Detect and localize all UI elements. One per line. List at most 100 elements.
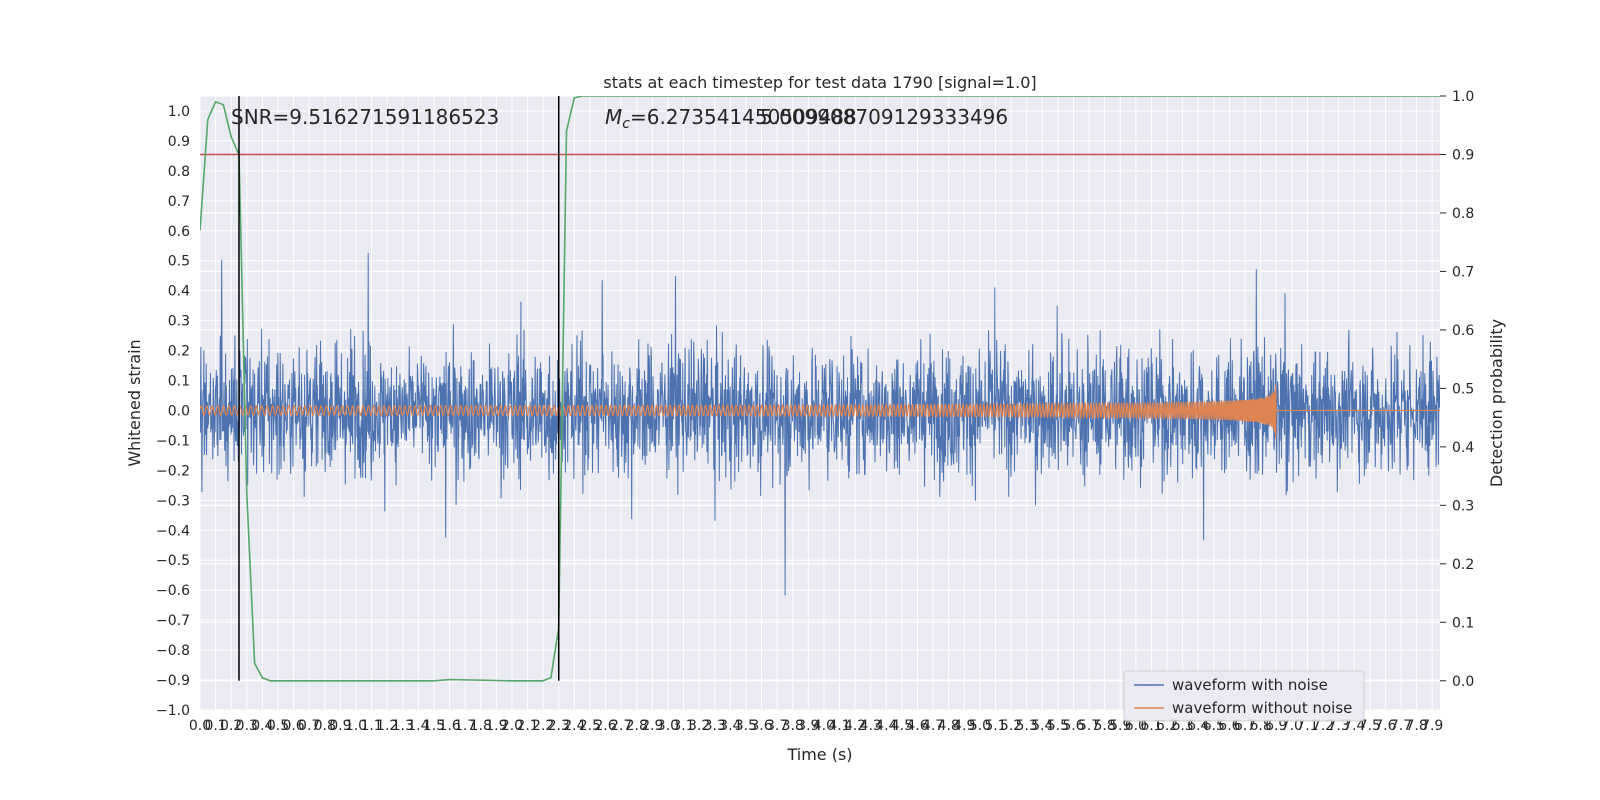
x-tick-label: 1.2 [376,718,398,734]
x-tick-label: 5.5 [1047,718,1069,734]
x-tick-label: 5.6 [1062,718,1084,734]
x-tick-label: 2.7 [610,718,632,734]
x-tick-label: 4.6 [906,718,928,734]
y2-tick-label: 0.2 [1452,557,1474,573]
x-tick-label: 5.9 [1109,718,1131,734]
x-tick-label: 7.0 [1281,718,1303,734]
x-axis-label: Time (s) [786,745,852,764]
x-tick-label: 2.0 [501,718,523,734]
x-tick-label: 0.6 [282,718,304,734]
x-tick-label: 0.9 [329,718,351,734]
x-tick-label: 4.0 [813,718,835,734]
y-tick-label: 0.4 [168,284,190,300]
y-tick-label: −0.5 [156,553,190,569]
x-tick-label: 6.4 [1187,718,1209,734]
x-tick-label: 4.7 [922,718,944,734]
x-tick-label: 7.7 [1390,718,1412,734]
x-tick-label: 0.4 [251,718,273,734]
y-axis-label: Whitened strain [125,339,144,466]
x-tick-label: 2.1 [516,718,538,734]
x-tick-label: 6.3 [1172,718,1194,734]
x-tick-label: 1.7 [454,718,476,734]
x-tick-label: 6.8 [1249,718,1271,734]
x-tick-label: 2.5 [579,718,601,734]
x-tick-label: 2.2 [532,718,554,734]
x-tick-label: 5.2 [1000,718,1022,734]
x-tick-label: 0.3 [236,718,258,734]
x-tick-label: 0.5 [267,718,289,734]
x-tick-label: 0.8 [314,718,336,734]
x-tick-label: 6.6 [1218,718,1240,734]
x-tick-label: 5.7 [1078,718,1100,734]
x-tick-label: 0.2 [220,718,242,734]
x-tick-label: 5.0 [969,718,991,734]
x-tick-label: 0.0 [189,718,211,734]
y-tick-label: −1.0 [156,703,190,719]
x-tick-label: 1.4 [407,718,429,734]
x-tick-label: 1.8 [470,718,492,734]
legend-label-noise: waveform with noise [1172,676,1328,694]
x-tick-label: 3.7 [766,718,788,734]
y-tick-label: 0.3 [168,314,190,330]
y2-tick-label: 1.0 [1452,89,1474,105]
x-tick-label: 4.5 [891,718,913,734]
y-tick-label: 0.0 [168,403,190,419]
y-tick-label: 1.0 [168,104,190,120]
x-tick-label: 1.3 [392,718,414,734]
x-tick-label: 0.7 [298,718,320,734]
x-tick-label: 6.7 [1234,718,1256,734]
y2-tick-label: 0.3 [1452,498,1474,514]
chart-title: stats at each timestep for test data 179… [603,73,1036,92]
y-tick-label: 0.1 [168,374,190,390]
x-tick-label: 2.6 [594,718,616,734]
x-tick-label: 6.9 [1265,718,1287,734]
y2-tick-label: 0.4 [1452,440,1474,456]
x-tick-label: 7.1 [1296,718,1318,734]
y2-axis-ticks: 1.0 0.9 0.8 0.7 0.6 0.5 0.4 0.3 0.2 0.1 0.0 [1440,89,1474,690]
x-tick-label: 3.0 [657,718,679,734]
x-tick-label: 5.3 [1016,718,1038,734]
x-tick-label: 5.4 [1031,718,1053,734]
mc-annotation: Mc=6.273541450509488 [605,105,857,132]
y2-axis-label: Detection probability [1487,319,1506,487]
y2-tick-label: 0.6 [1452,323,1474,339]
x-tick-label: 7.2 [1312,718,1334,734]
x-tick-label: 3.2 [688,718,710,734]
y2-tick-label: 0.1 [1452,615,1474,631]
x-tick-label: 4.2 [844,718,866,734]
y-tick-label: 0.8 [168,164,190,180]
x-tick-label: 3.6 [750,718,772,734]
x-tick-label: 4.3 [860,718,882,734]
x-tick-label: 1.9 [485,718,507,734]
x-tick-label: 6.1 [1140,718,1162,734]
x-tick-label: 4.4 [875,718,897,734]
x-tick-label: 2.9 [641,718,663,734]
y-tick-label: −0.9 [156,673,190,689]
x-tick-label: 4.9 [953,718,975,734]
y2-tick-label: 0.0 [1452,674,1474,690]
x-tick-label: 1.1 [360,718,382,734]
x-tick-label: 7.9 [1421,718,1443,734]
x-tick-label: 1.0 [345,718,367,734]
legend-label-clean: waveform without noise [1172,699,1352,717]
x-axis-ticks: 0.00.10.20.30.40.50.60.70.80.91.01.11.21… [189,718,1443,734]
y-tick-label: −0.7 [156,613,190,629]
x-tick-label: 2.8 [626,718,648,734]
x-tick-label: 3.3 [704,718,726,734]
x-tick-label: 3.1 [672,718,694,734]
x-tick-label: 7.6 [1374,718,1396,734]
x-tick-label: 2.3 [548,718,570,734]
x-tick-label: 1.5 [423,718,445,734]
y-tick-label: −0.6 [156,583,190,599]
x-tick-label: 0.1 [204,718,226,734]
x-tick-label: 5.8 [1094,718,1116,734]
x-tick-label: 7.3 [1327,718,1349,734]
mc-overlay-annotation: 5.0099087091293334​96 [760,105,1008,129]
x-tick-label: 7.8 [1405,718,1427,734]
snr-annotation: SNR=9.516271591186523 [231,105,499,129]
x-tick-label: 2.4 [563,718,585,734]
series-detection-probability [200,96,1440,682]
y2-tick-label: 0.7 [1452,264,1474,280]
x-tick-label: 7.4 [1343,718,1365,734]
